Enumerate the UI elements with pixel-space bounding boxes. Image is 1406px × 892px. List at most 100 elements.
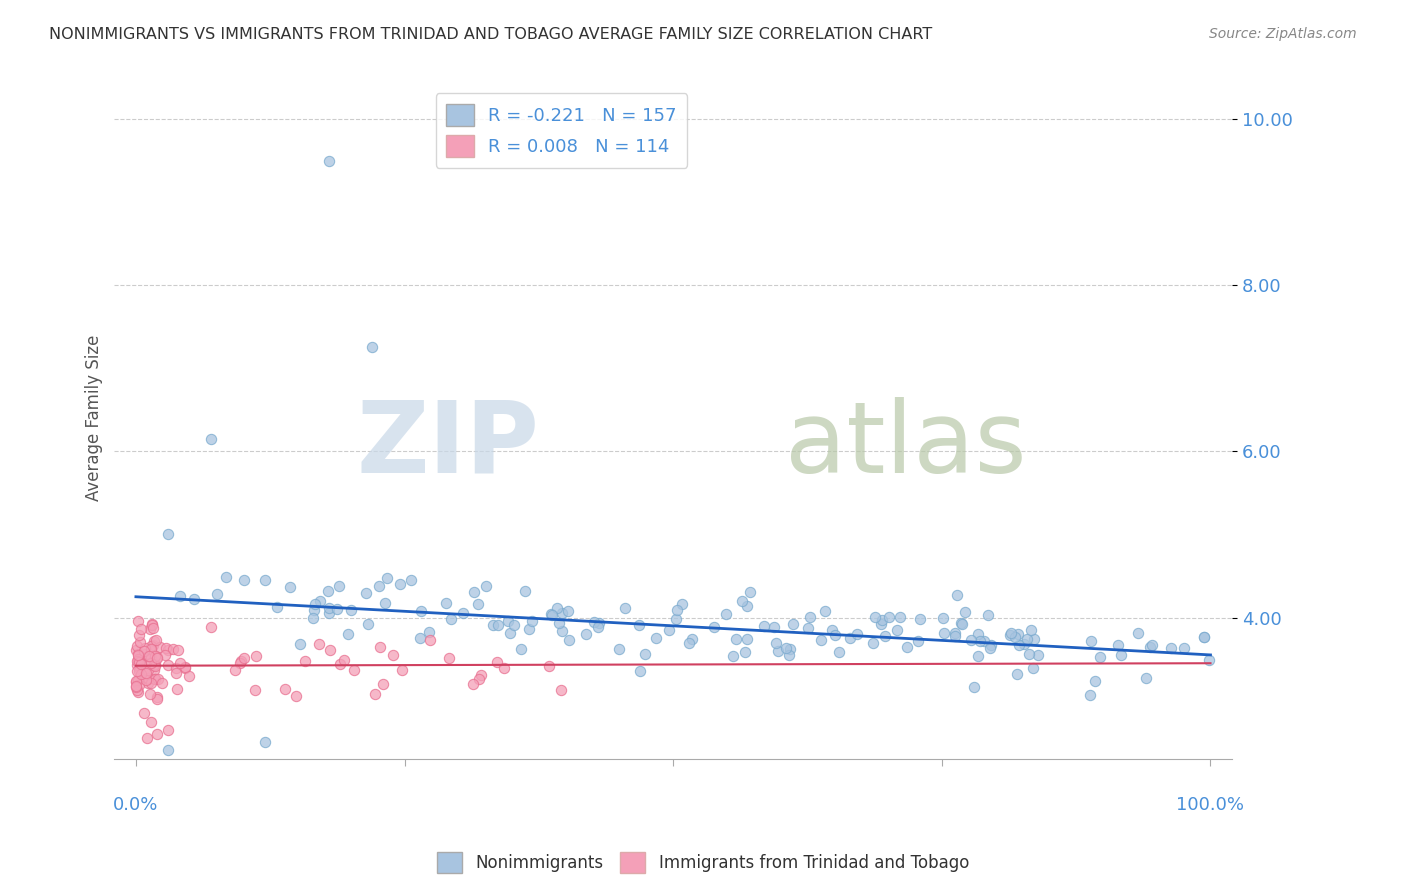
Point <box>134 647 156 661</box>
Point <box>127 673 149 687</box>
Point <box>546 601 568 615</box>
Point <box>1194 630 1216 644</box>
Point <box>146 727 169 741</box>
Point <box>135 673 157 687</box>
Point <box>1080 634 1102 648</box>
Point <box>628 664 651 678</box>
Point <box>1000 626 1022 640</box>
Point <box>737 632 759 647</box>
Point <box>740 585 762 599</box>
Point <box>877 610 900 624</box>
Point <box>374 596 396 610</box>
Point <box>375 572 398 586</box>
Text: Source: ZipAtlas.com: Source: ZipAtlas.com <box>1209 27 1357 41</box>
Point <box>1198 653 1220 667</box>
Point <box>586 620 609 634</box>
Point <box>703 620 725 634</box>
Point <box>766 643 789 657</box>
Point <box>399 573 422 587</box>
Point <box>966 649 988 664</box>
Point <box>960 633 983 648</box>
Point <box>440 612 463 626</box>
Point <box>139 642 162 657</box>
Point <box>357 616 380 631</box>
Point <box>142 639 165 653</box>
Point <box>127 648 149 662</box>
Point <box>139 639 162 653</box>
Point <box>139 687 162 701</box>
Point <box>128 635 150 649</box>
Point <box>229 655 252 669</box>
Point <box>875 629 897 643</box>
Point <box>678 636 700 650</box>
Point <box>1090 649 1112 664</box>
Point <box>125 675 148 690</box>
Point <box>463 585 485 599</box>
Point <box>486 618 509 632</box>
Point <box>285 689 308 703</box>
Point <box>143 634 166 648</box>
Point <box>1022 632 1045 646</box>
Text: NONIMMIGRANTS VS IMMIGRANTS FROM TRINIDAD AND TOBAGO AVERAGE FAMILY SIZE CORRELA: NONIMMIGRANTS VS IMMIGRANTS FROM TRINIDA… <box>49 27 932 42</box>
Point <box>318 153 340 168</box>
Point <box>644 632 666 646</box>
Point <box>862 636 884 650</box>
Point <box>128 628 150 642</box>
Point <box>132 706 155 721</box>
Point <box>127 648 149 662</box>
Point <box>141 649 163 664</box>
Point <box>381 648 404 662</box>
Point <box>127 685 149 699</box>
Point <box>143 658 166 673</box>
Point <box>304 597 326 611</box>
Point <box>1007 626 1029 640</box>
Point <box>157 658 180 673</box>
Point <box>714 607 737 622</box>
Point <box>232 651 254 665</box>
Point <box>254 573 277 587</box>
Point <box>288 637 311 651</box>
Point <box>128 677 150 691</box>
Point <box>665 603 688 617</box>
Point <box>141 616 163 631</box>
Point <box>200 620 222 634</box>
Point <box>731 594 754 608</box>
Point <box>127 614 149 628</box>
Point <box>139 714 162 729</box>
Point <box>146 672 169 686</box>
Point <box>515 584 537 599</box>
Point <box>143 649 166 664</box>
Point <box>340 603 363 617</box>
Point <box>136 671 159 685</box>
Point <box>453 607 475 621</box>
Point <box>224 663 246 677</box>
Point <box>294 654 316 668</box>
Point <box>813 604 835 618</box>
Text: 0.0%: 0.0% <box>114 797 159 814</box>
Point <box>127 653 149 667</box>
Point <box>136 675 159 690</box>
Point <box>846 627 869 641</box>
Point <box>127 664 149 678</box>
Point <box>551 624 574 638</box>
Point <box>166 681 188 696</box>
Point <box>763 620 786 634</box>
Point <box>127 682 149 697</box>
Y-axis label: Average Family Size: Average Family Size <box>86 334 103 501</box>
Point <box>280 580 302 594</box>
Legend: R = -0.221   N = 157, R = 0.008   N = 114: R = -0.221 N = 157, R = 0.008 N = 114 <box>436 94 688 168</box>
Point <box>125 657 148 672</box>
Point <box>145 672 167 686</box>
Point <box>735 599 758 613</box>
Point <box>503 618 526 632</box>
Point <box>492 661 515 675</box>
Point <box>908 612 931 626</box>
Point <box>628 618 651 632</box>
Point <box>166 642 188 657</box>
Point <box>863 609 886 624</box>
Point <box>1173 640 1195 655</box>
Point <box>143 658 166 673</box>
Legend: Nonimmigrants, Immigrants from Trinidad and Tobago: Nonimmigrants, Immigrants from Trinidad … <box>430 846 976 880</box>
Point <box>135 731 157 745</box>
Point <box>125 642 148 657</box>
